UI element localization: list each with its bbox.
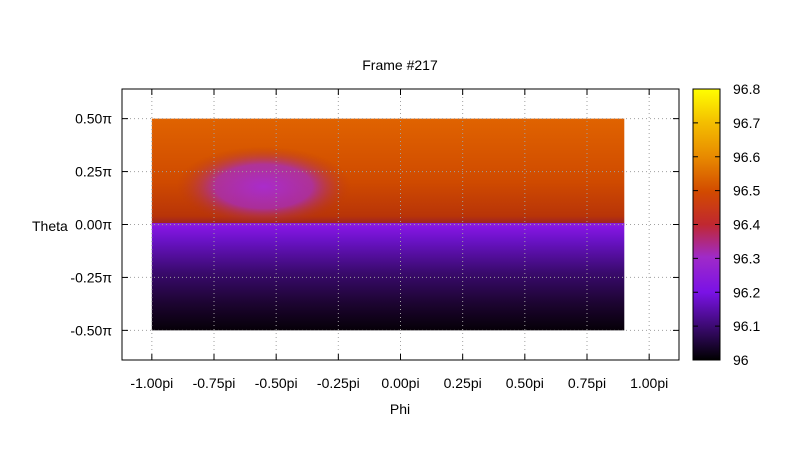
x-axis-ticks: -1.00pi -0.75pi -0.50pi -0.25pi 0.00pi 0.25pi…	[130, 89, 668, 391]
colorbar-ticks: 96 96.1 96.2 96.3 96.4 96.5 96.6 96.7 96.8	[693, 81, 760, 368]
y-tick-label: -0.50π	[70, 322, 112, 338]
y-tick-label: 0.50π	[75, 111, 112, 127]
x-tick-label: 0.00pi	[381, 375, 419, 391]
x-tick-label: 0.75pi	[568, 375, 606, 391]
x-tick-label: 0.50pi	[506, 375, 544, 391]
x-tick-label: -0.25pi	[317, 375, 360, 391]
heatmap-data	[151, 118, 625, 331]
colorbar-tick-label: 96.6	[733, 149, 760, 165]
colorbar-tick-label: 96.4	[733, 217, 760, 233]
x-tick-label: 1.00pi	[630, 375, 668, 391]
colorbar-tick-label: 96.1	[733, 318, 760, 334]
y-axis-label: Theta	[32, 218, 68, 234]
grid-lines	[122, 89, 679, 360]
colorbar: 96 96.1 96.2 96.3 96.4 96.5 96.6 96.7 96.8	[692, 81, 760, 368]
x-axis-label: Phi	[390, 401, 410, 417]
colorbar-tick-label: 96.8	[733, 81, 760, 97]
x-tick-label: -0.75pi	[193, 375, 236, 391]
y-tick-label: -0.25π	[70, 269, 112, 285]
x-tick-label: -0.50pi	[255, 375, 298, 391]
colorbar-tick-label: 96	[733, 352, 749, 368]
colorbar-tick-label: 96.7	[733, 115, 760, 131]
y-tick-label: 0.00π	[75, 217, 112, 233]
y-tick-label: 0.25π	[75, 164, 112, 180]
colorbar-tick-label: 96.3	[733, 250, 760, 266]
colorbar-tick-label: 96.2	[733, 284, 760, 300]
y-axis-ticks: 0.50π 0.25π 0.00π -0.25π -0.50π	[70, 111, 679, 338]
chart-title: Frame #217	[362, 57, 438, 73]
heatmap-hotspot	[175, 146, 352, 227]
colorbar-tick-label: 96.5	[733, 183, 760, 199]
x-tick-label: -1.00pi	[130, 375, 173, 391]
x-tick-label: 0.25pi	[444, 375, 482, 391]
